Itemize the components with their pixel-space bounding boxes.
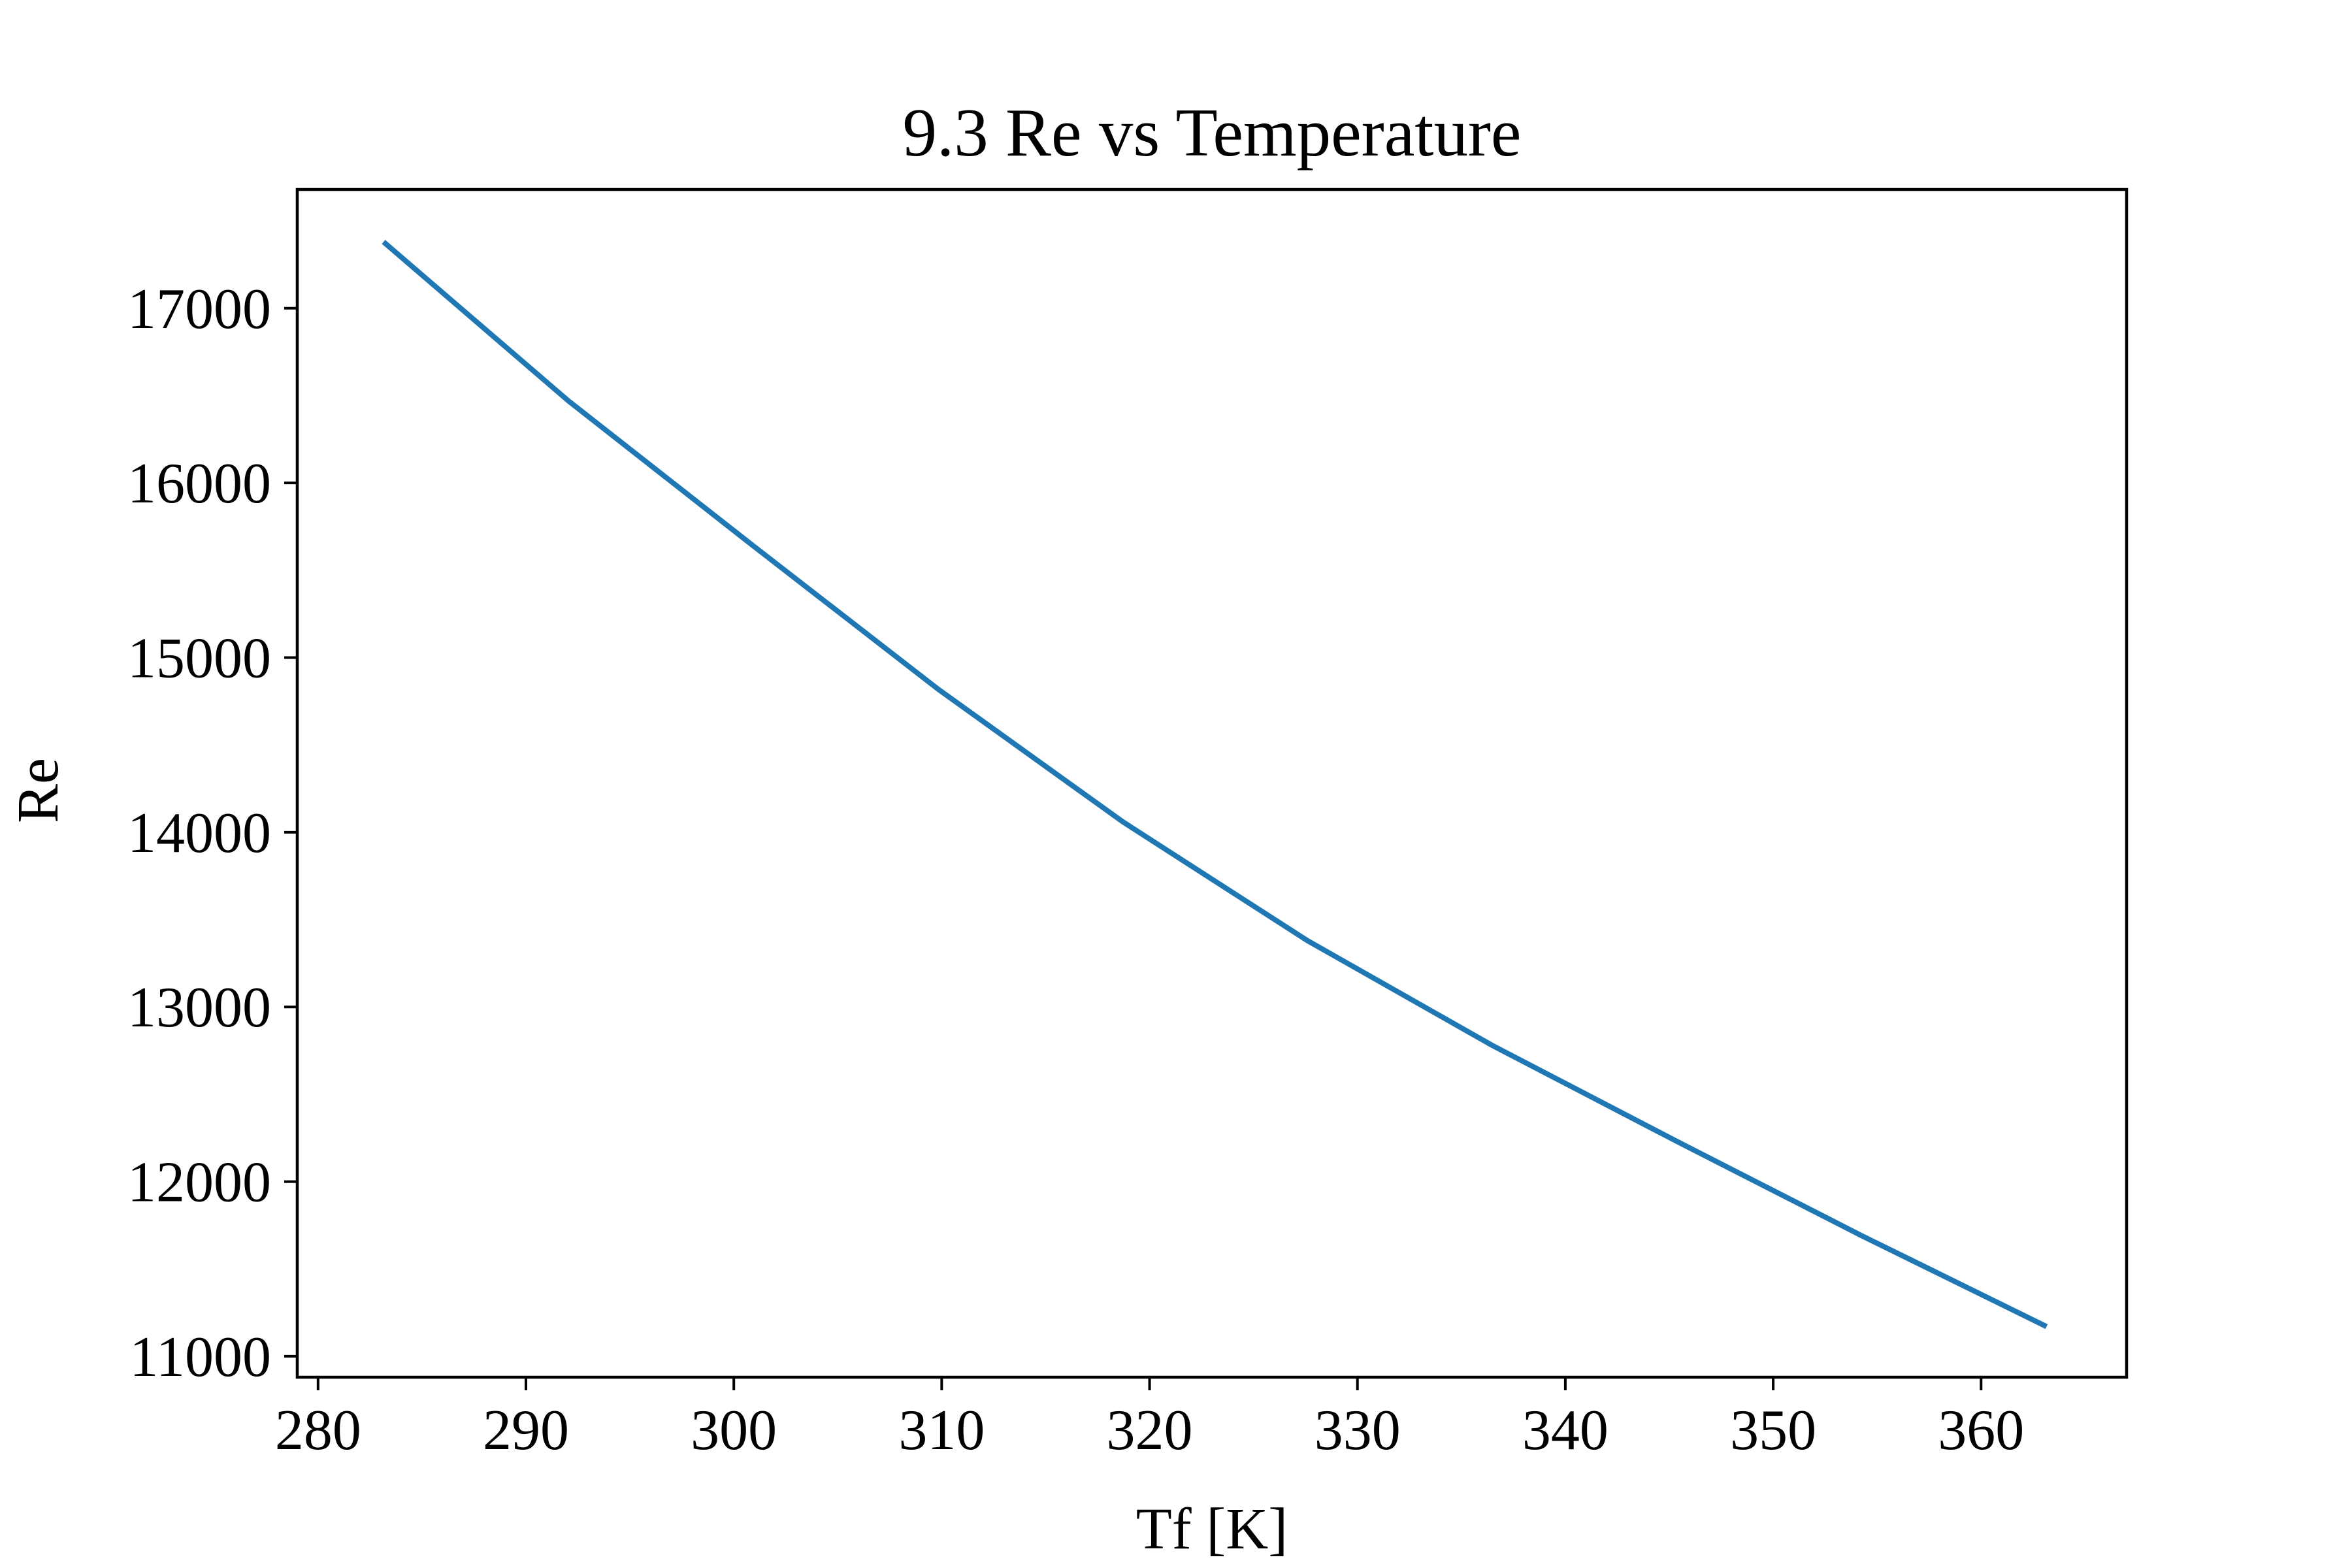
x-tick-label: 300 <box>691 1399 777 1462</box>
y-tick-label: 16000 <box>127 452 271 515</box>
x-tick-label: 360 <box>1938 1399 2024 1462</box>
y-tick-label: 14000 <box>127 802 271 865</box>
x-tick-label: 310 <box>898 1399 985 1462</box>
y-tick-label: 11000 <box>129 1326 271 1389</box>
series-line <box>382 240 2048 1330</box>
y-tick-label: 12000 <box>127 1151 271 1215</box>
ticks-layer: 280 290 300 310 320 330 340 350 360 11000 12000 130… <box>127 278 2024 1462</box>
x-tick-label: 280 <box>275 1399 361 1462</box>
x-axis-label: Tf [K] <box>1136 1497 1288 1561</box>
chart-title: 9.3 Re vs Temperature <box>902 94 1521 171</box>
series-layer <box>382 240 2048 1330</box>
y-tick-label: 15000 <box>127 627 271 691</box>
x-tick-label: 340 <box>1522 1399 1609 1462</box>
x-tick-label: 330 <box>1315 1399 1401 1462</box>
plot-area-frame <box>295 188 2129 1379</box>
y-tick-label: 17000 <box>127 278 271 341</box>
y-axis-label: Re <box>6 758 71 823</box>
x-tick-label: 320 <box>1107 1399 1193 1462</box>
x-tick-label: 290 <box>483 1399 569 1462</box>
y-tick-label: 13000 <box>127 976 271 1039</box>
x-tick-label: 350 <box>1730 1399 1816 1462</box>
